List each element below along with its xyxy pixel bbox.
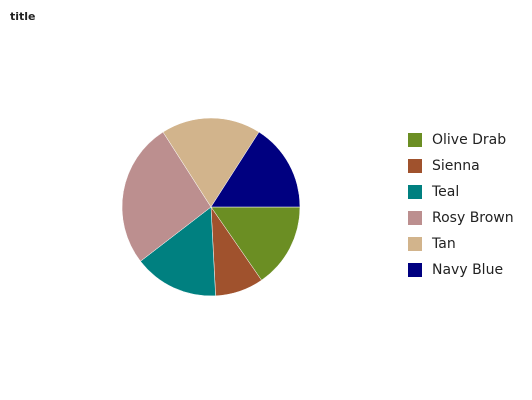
pie-slice-teal — [140, 206, 216, 297]
legend: Olive Drab Sienna Teal Rosy Brown Tan Navy Bl… — [408, 132, 528, 288]
legend-swatch-rosy-brown — [408, 211, 422, 225]
legend-label-navy-blue: Navy Blue — [432, 262, 504, 278]
legend-item-tan: Tan — [408, 236, 528, 262]
legend-swatch-olive-drab — [408, 133, 422, 147]
legend-swatch-sienna — [408, 159, 422, 173]
pie-slice-rosy-brown — [121, 131, 212, 262]
legend-swatch-navy-blue — [408, 263, 422, 277]
legend-label-rosy-brown: Rosy Brown — [432, 210, 514, 226]
pie-slice-navy-blue — [210, 131, 301, 208]
legend-item-teal: Teal — [408, 184, 528, 210]
legend-swatch-teal — [408, 185, 422, 199]
legend-label-tan: Tan — [432, 236, 456, 252]
legend-label-sienna: Sienna — [432, 158, 480, 174]
legend-item-rosy-brown: Rosy Brown — [408, 210, 528, 236]
legend-label-olive-drab: Olive Drab — [432, 132, 507, 148]
legend-item-olive-drab: Olive Drab — [408, 132, 528, 158]
pie-chart — [121, 117, 301, 297]
chart-title: title — [10, 10, 36, 23]
pie-slice-olive-drab — [210, 206, 301, 281]
legend-item-navy-blue: Navy Blue — [408, 262, 528, 288]
legend-swatch-tan — [408, 237, 422, 251]
legend-label-teal: Teal — [432, 184, 460, 200]
legend-item-sienna: Sienna — [408, 158, 528, 184]
pie-slice-tan — [162, 117, 260, 208]
